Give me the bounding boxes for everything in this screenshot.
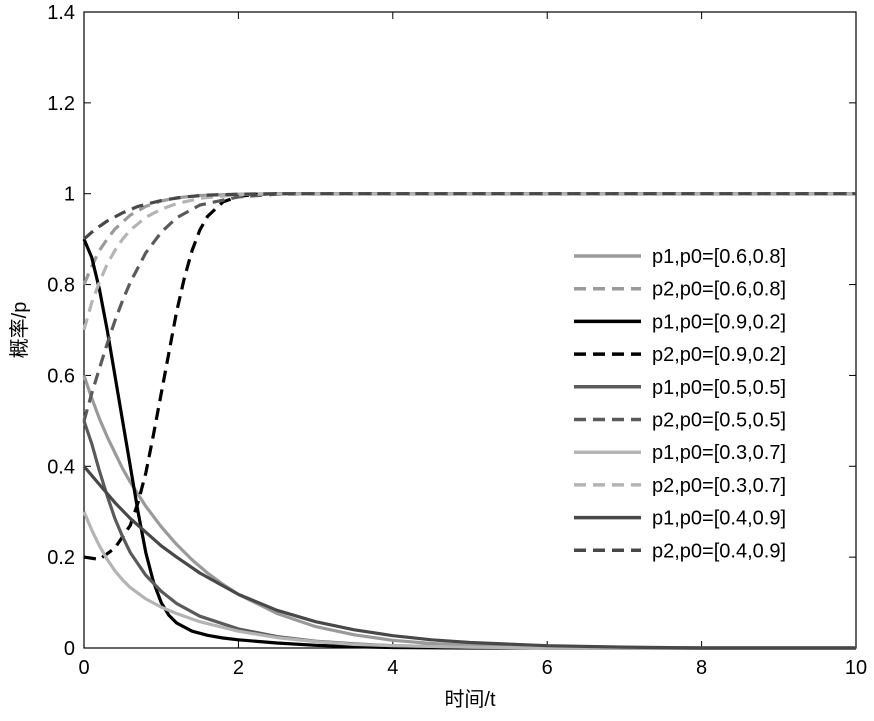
series-line-8 (82, 192, 856, 331)
x-axis-label: 时间/t (444, 688, 496, 711)
legend-label-1: p1,p0=[0.6,0.8] (652, 246, 786, 268)
y-tick-label: 0.2 (47, 547, 75, 569)
x-tick-label: 4 (387, 657, 398, 679)
legend-label-9: p1,p0=[0.4,0.9] (652, 508, 786, 530)
y-tick-label: 0 (64, 638, 75, 660)
legend-label-6: p2,p0=[0.5,0.5] (652, 410, 786, 432)
legend-label-3: p1,p0=[0.9,0.2] (652, 311, 786, 333)
series-line-2 (82, 192, 856, 286)
series-line-3 (82, 238, 856, 650)
legend-label-5: p1,p0=[0.5,0.5] (652, 377, 786, 399)
x-tick-label: 2 (233, 657, 244, 679)
legend-label-2: p2,p0=[0.6,0.8] (652, 279, 786, 301)
legend-label-8: p2,p0=[0.3,0.7] (652, 475, 786, 497)
series-lines (82, 192, 856, 650)
x-tick-label: 0 (78, 657, 89, 679)
plot-area (83, 11, 857, 649)
y-tick-label: 0.8 (47, 275, 75, 297)
y-tick-label: 1.2 (47, 93, 75, 115)
series-line-7 (82, 511, 856, 650)
x-tick-label: 10 (845, 657, 867, 679)
x-tick-label: 6 (542, 657, 553, 679)
series-line-10 (82, 192, 856, 241)
y-tick-label: 0.4 (47, 456, 75, 478)
x-tick-label: 8 (696, 657, 707, 679)
y-tick-label: 0.6 (47, 365, 75, 387)
series-line-1 (82, 374, 856, 650)
legend-label-7: p1,p0=[0.3,0.7] (652, 442, 786, 464)
y-axis-label: 概率/p (8, 302, 31, 359)
y-tick-label: 1 (64, 184, 75, 206)
legend: p1,p0=[0.6,0.8] p2,p0=[0.6,0.8] p1,p0=[0.9… (574, 246, 786, 562)
legend-label-10: p2,p0=[0.4,0.9] (652, 540, 786, 562)
y-tick-label: 1.4 (47, 2, 75, 24)
legend-label-4: p2,p0=[0.9,0.2] (652, 344, 786, 366)
series-line-6 (82, 192, 856, 422)
series-line-9 (82, 465, 856, 650)
